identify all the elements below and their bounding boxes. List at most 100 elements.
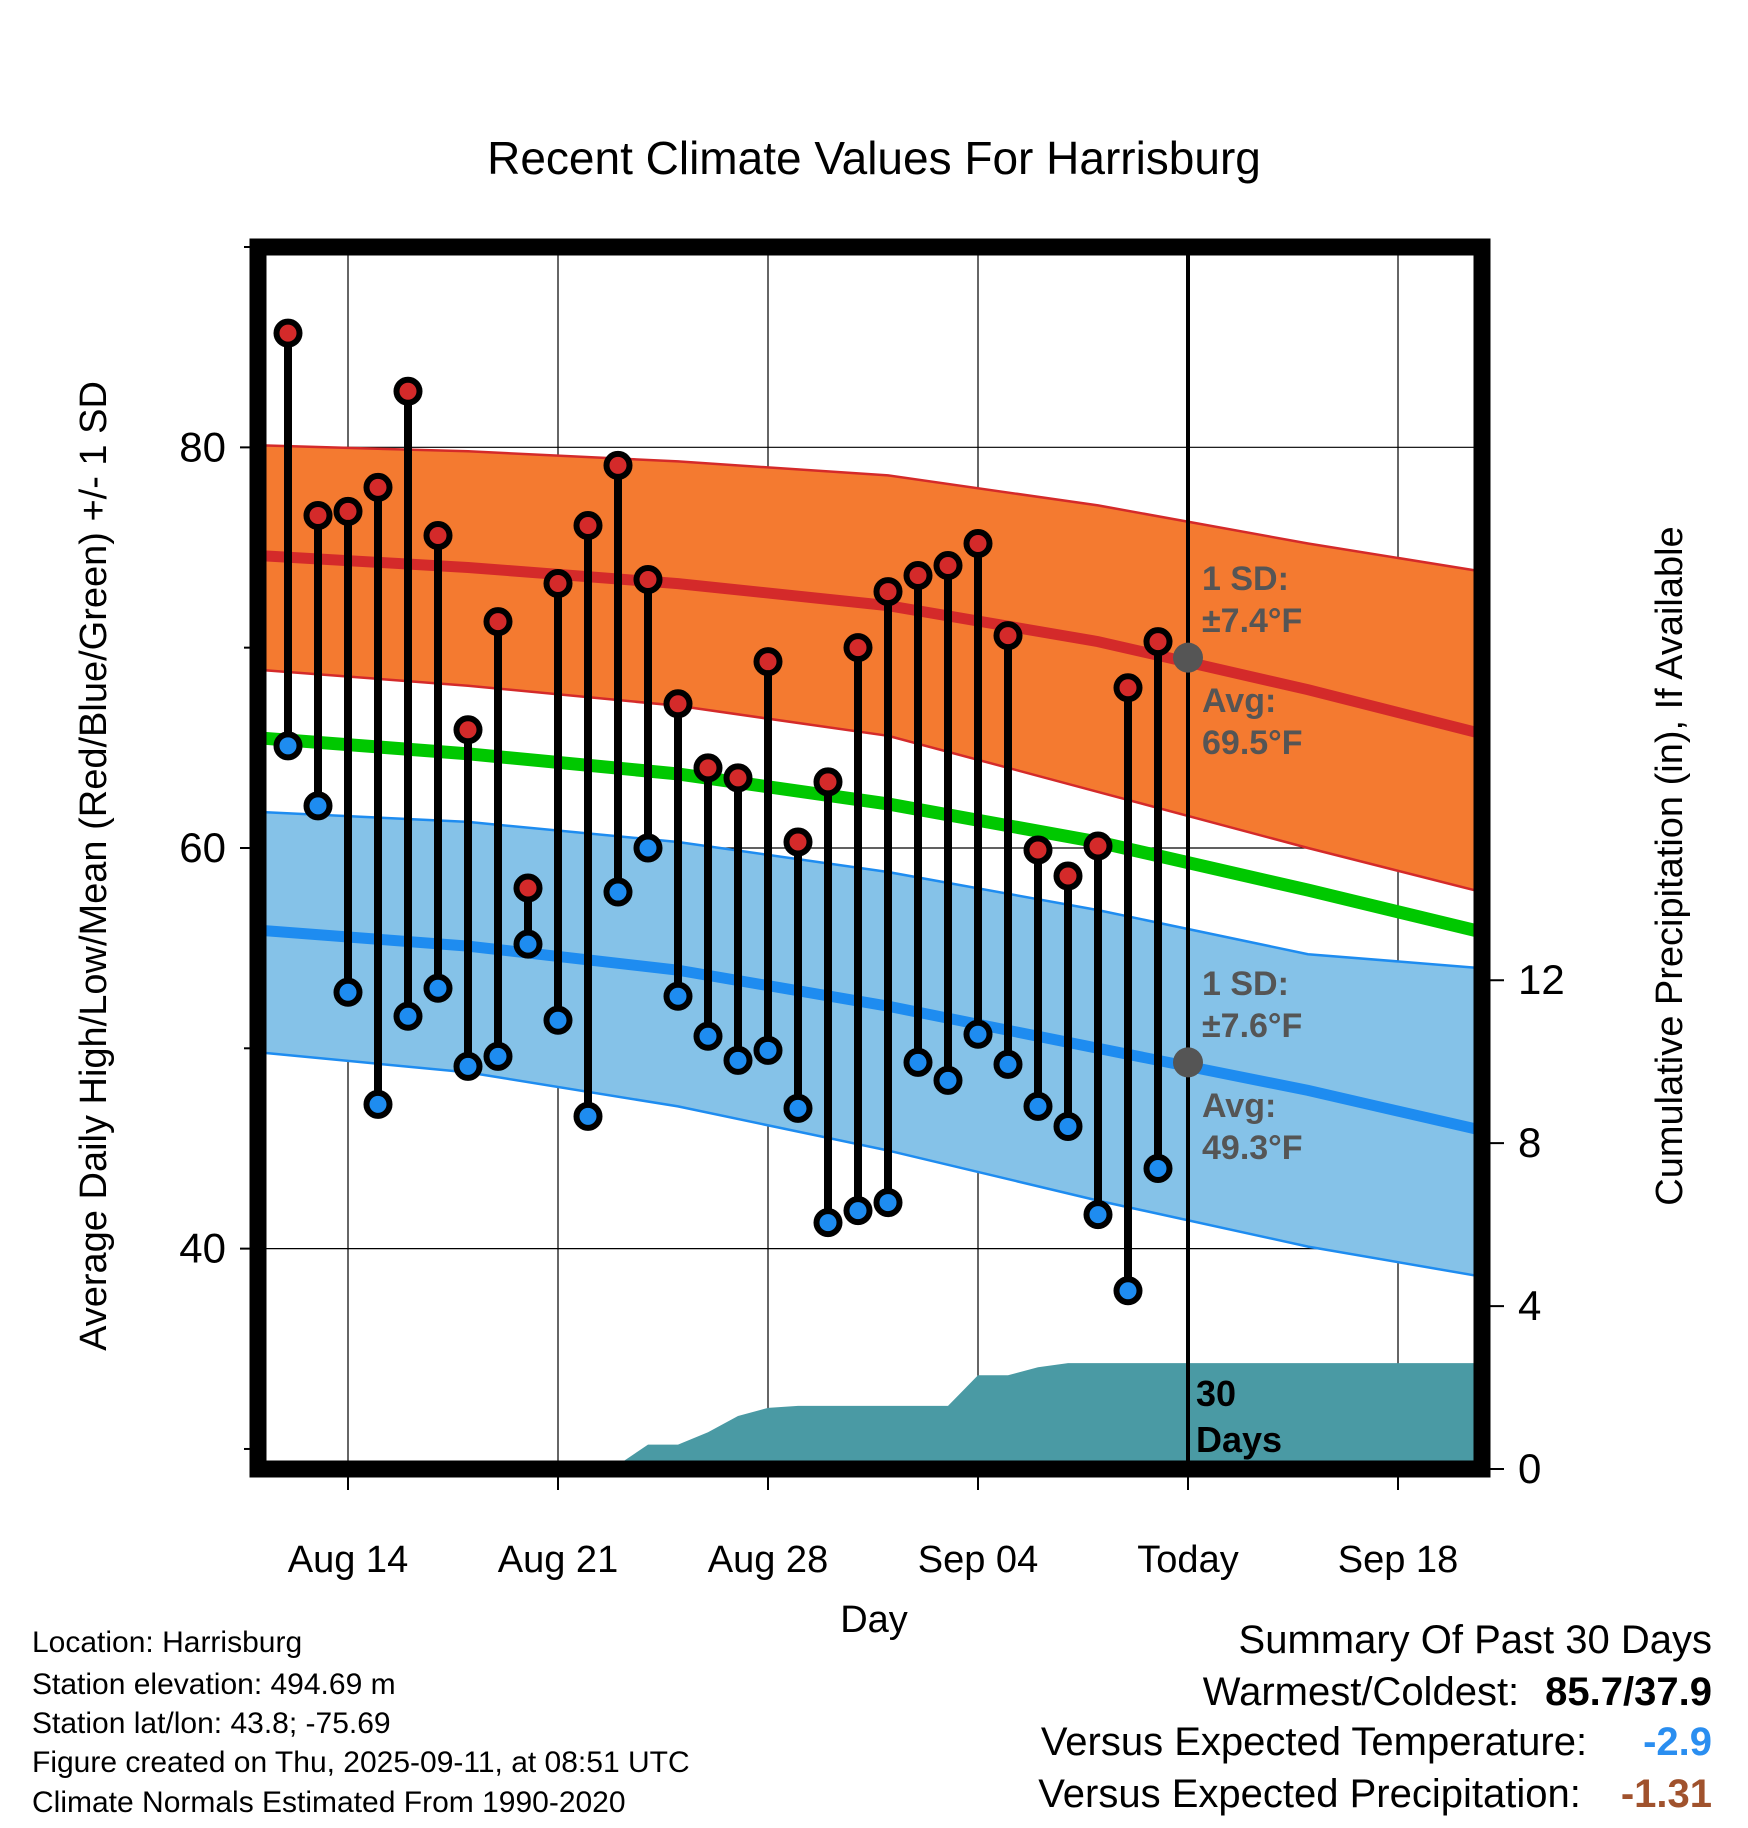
daily-low-point: [843, 1196, 873, 1226]
warmest-coldest-value: 85.7/37.9: [1545, 1670, 1712, 1714]
daily-high-point: [1113, 673, 1143, 703]
x-tick-label: Aug 14: [288, 1539, 408, 1581]
low-avg-today-marker: [1173, 1047, 1203, 1078]
daily-high-point: [843, 633, 873, 663]
low-avg-value: 49.3°F: [1202, 1129, 1303, 1167]
y2-axis-label: Cumulative Precipitation (in), If Availa…: [1649, 526, 1691, 1205]
y2-tick-label: 4: [1518, 1282, 1541, 1329]
daily-high-point: [1023, 835, 1053, 865]
x-tick-label: Aug 28: [708, 1539, 828, 1581]
info-latlon: Station lat/lon: 43.8; -75.69: [32, 1707, 391, 1740]
info-normals: Climate Normals Estimated From 1990-2020: [32, 1786, 626, 1819]
daily-low-point: [393, 1001, 423, 1031]
daily-high-point: [663, 689, 693, 719]
summary-precip-row: Versus Expected Precipitation: -1.31: [1038, 1772, 1712, 1817]
high-avg-label: Avg:: [1202, 682, 1276, 720]
daily-low-point: [873, 1188, 903, 1218]
summary-warmest-row: Warmest/Coldest: 85.7/37.9: [1203, 1670, 1712, 1715]
y-tick-label: 80: [179, 423, 226, 470]
daily-low-point: [963, 1019, 993, 1049]
summary-title: Summary Of Past 30 Days: [1239, 1618, 1712, 1663]
vs-expected-temp-value: -2.9: [1643, 1720, 1712, 1764]
daily-low-point: [933, 1065, 963, 1095]
high-avg-value: 69.5°F: [1202, 724, 1303, 762]
daily-low-point: [693, 1021, 723, 1051]
vs-expected-precip-value: -1.31: [1620, 1772, 1712, 1816]
daily-high-point: [303, 500, 333, 530]
daily-low-point: [513, 929, 543, 959]
high-sd-band: [258, 445, 1482, 893]
daily-low-point: [993, 1049, 1023, 1079]
daily-low-point: [603, 877, 633, 907]
plot-area: 1 SD: ±7.4°F Avg: 69.5°F 1 SD: ±7.6°F Avg: 49.3…: [179, 238, 1565, 1581]
daily-high-point: [963, 528, 993, 558]
y2-tick-label: 8: [1518, 1119, 1541, 1166]
precip-period-unit: Days: [1196, 1419, 1282, 1460]
daily-high-point: [363, 472, 393, 502]
info-created: Figure created on Thu, 2025-09-11, at 08…: [32, 1746, 690, 1779]
daily-low-point: [273, 731, 303, 761]
daily-high-point: [393, 376, 423, 406]
daily-low-point: [453, 1051, 483, 1081]
daily-high-point: [693, 753, 723, 783]
y-axis-label: Average Daily High/Low/Mean (Red/Blue/Gr…: [73, 381, 115, 1351]
daily-high-point: [543, 569, 573, 599]
daily-low-point: [1053, 1111, 1083, 1141]
daily-high-point: [453, 715, 483, 745]
info-elevation: Station elevation: 494.69 m: [32, 1668, 396, 1701]
daily-high-point: [723, 763, 753, 793]
daily-high-point: [813, 767, 843, 797]
daily-high-point: [903, 561, 933, 591]
daily-low-point: [903, 1047, 933, 1077]
daily-high-point: [273, 318, 303, 348]
vs-expected-temp-label: Versus Expected Temperature:: [1040, 1720, 1588, 1764]
daily-high-point: [1053, 861, 1083, 891]
daily-low-point: [723, 1045, 753, 1075]
daily-low-point: [543, 1005, 573, 1035]
daily-low-point: [363, 1089, 393, 1119]
daily-low-point: [1023, 1091, 1053, 1121]
daily-high-point: [873, 577, 903, 607]
x-tick-label: Sep 04: [918, 1539, 1038, 1581]
daily-high-point: [423, 520, 453, 550]
high-sd-label: 1 SD:: [1202, 560, 1289, 598]
daily-high-point: [333, 496, 363, 526]
daily-low-point: [663, 981, 693, 1011]
y-tick-label: 60: [179, 824, 226, 871]
daily-high-point: [1143, 627, 1173, 657]
daily-high-point: [993, 621, 1023, 651]
x-tick-label: Aug 21: [498, 1539, 618, 1581]
daily-low-point: [753, 1035, 783, 1065]
summary-title-text: Summary Of Past 30 Days: [1238, 1618, 1712, 1662]
daily-low-point: [633, 833, 663, 863]
daily-high-point: [783, 827, 813, 857]
daily-low-point: [813, 1208, 843, 1238]
daily-low-point: [423, 973, 453, 1003]
daily-high-point: [603, 450, 633, 480]
daily-low-point: [1113, 1276, 1143, 1306]
chart-title: Recent Climate Values For Harrisburg: [487, 132, 1261, 184]
daily-high-point: [753, 647, 783, 677]
y2-tick-label: 0: [1518, 1445, 1541, 1492]
daily-high-point: [573, 510, 603, 540]
daily-low-point: [333, 977, 363, 1007]
daily-high-point: [633, 565, 663, 595]
daily-low-point: [1143, 1154, 1173, 1184]
plot-frame: [249, 238, 1491, 1478]
low-avg-label: Avg:: [1202, 1087, 1276, 1125]
precip-area: [528, 1363, 1482, 1469]
low-sd-band: [258, 811, 1482, 1277]
x-tick-label: Sep 18: [1338, 1539, 1458, 1581]
high-avg-today-marker: [1173, 642, 1203, 673]
daily-high-point: [513, 873, 543, 903]
high-sd-value: ±7.4°F: [1202, 602, 1302, 640]
daily-low-point: [483, 1041, 513, 1071]
daily-high-point: [933, 551, 963, 581]
warmest-coldest-label: Warmest/Coldest:: [1202, 1670, 1520, 1714]
precip-period-number: 30: [1196, 1373, 1236, 1414]
daily-high-point: [483, 607, 513, 637]
high-sd-upper-line: [257, 444, 1483, 573]
vs-expected-precip-label: Versus Expected Precipitation:: [1038, 1772, 1581, 1816]
low-sd-value: ±7.6°F: [1202, 1007, 1302, 1045]
